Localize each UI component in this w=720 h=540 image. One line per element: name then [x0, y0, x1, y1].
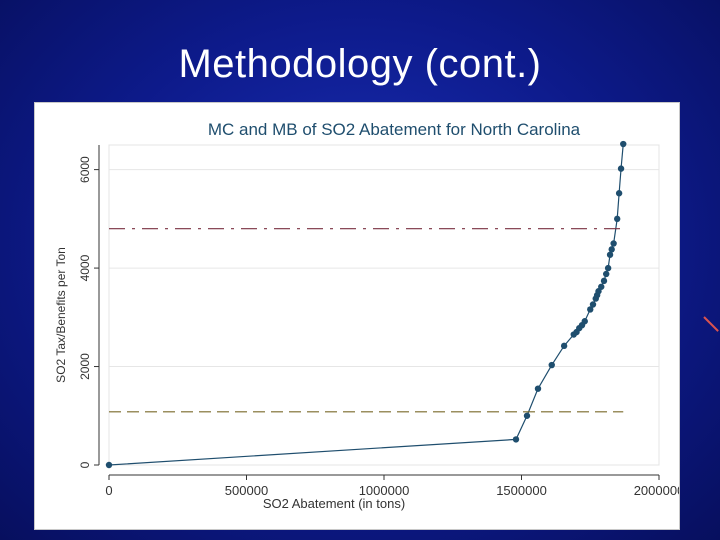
data-point — [615, 190, 623, 197]
y-tick-label: 4000 — [78, 254, 92, 281]
data-point — [606, 251, 614, 258]
x-tick-label: 0 — [105, 483, 112, 498]
data-point — [617, 165, 625, 172]
data-point — [620, 140, 627, 148]
data-point — [598, 283, 605, 290]
data-point — [523, 412, 531, 419]
data-point — [548, 361, 555, 369]
data-point — [587, 306, 594, 313]
data-point — [534, 385, 542, 392]
data-point — [105, 461, 113, 469]
y-axis-title: SO2 Tax/Benefits per Ton — [54, 247, 68, 383]
data-point — [560, 342, 568, 350]
data-point — [581, 318, 588, 325]
y-tick-label: 6000 — [78, 156, 92, 183]
decorative-line — [703, 316, 719, 332]
data-point — [600, 277, 608, 285]
plot-area — [108, 144, 660, 466]
data-point — [604, 264, 612, 272]
chart: 0 2000 4000 6000 0 500000 1000000 1500000 200000… — [54, 120, 679, 511]
x-tick-label: 2000000 — [634, 483, 679, 498]
y-tick-label: 0 — [78, 461, 92, 468]
data-point — [610, 240, 617, 247]
data-point — [608, 246, 615, 253]
data-point — [614, 215, 621, 223]
y-tick-label: 2000 — [78, 353, 92, 380]
x-tick-label: 500000 — [225, 483, 268, 498]
x-axis-title: SO2 Abatement (in tons) — [263, 496, 405, 511]
x-tick-label: 1500000 — [496, 483, 547, 498]
x-tick-label: 1000000 — [359, 483, 410, 498]
slide-title: Methodology (cont.) — [178, 42, 542, 86]
data-point — [589, 301, 597, 308]
data-point — [603, 270, 610, 278]
chart-title: MC and MB of SO2 Abatement for North Car… — [208, 120, 581, 139]
chart-panel: 0 2000 4000 6000 0 500000 1000000 1500000 200000… — [34, 102, 680, 530]
data-point — [512, 436, 520, 443]
